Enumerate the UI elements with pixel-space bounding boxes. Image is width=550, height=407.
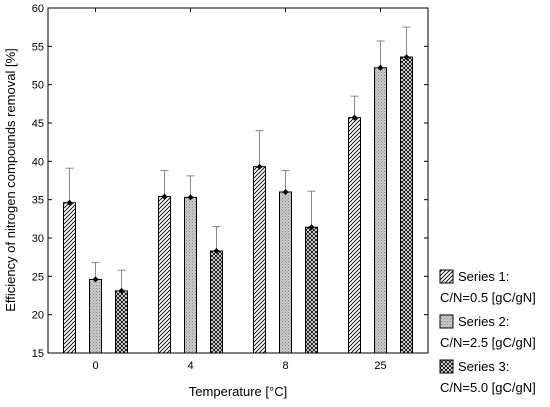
y-axis: 15 20 25 30 35 40 45 50 55 60 xyxy=(32,3,428,360)
bar-series-3 xyxy=(305,226,318,354)
bar-series-3 xyxy=(115,290,128,354)
mean-marker xyxy=(282,189,289,195)
y-tick-label: 20 xyxy=(32,310,44,322)
bar-series-2 xyxy=(279,191,292,354)
y-axis-title: Efficiency of nitrogen compounds removal… xyxy=(3,48,18,312)
plot-frame xyxy=(47,7,429,354)
bar-series-2 xyxy=(184,196,197,354)
y-tick-label: 25 xyxy=(32,271,44,283)
bars xyxy=(63,26,413,354)
x-axis-title: Temperature [°C] xyxy=(189,384,287,399)
bar-series-1 xyxy=(253,166,266,354)
mean-marker xyxy=(66,199,73,206)
mean-marker xyxy=(161,193,168,200)
bar-series-1 xyxy=(348,117,361,354)
bar-series-2 xyxy=(89,278,102,354)
mean-marker xyxy=(213,248,220,255)
bar-series-1 xyxy=(158,196,171,354)
mean-marker xyxy=(377,64,384,71)
legend-label: Series 3: xyxy=(458,359,509,374)
x-tick-label: 8 xyxy=(282,360,288,372)
y-tick-label: 40 xyxy=(32,156,44,168)
legend-swatch xyxy=(439,314,454,329)
legend-swatch xyxy=(439,359,454,374)
legend-swatch xyxy=(439,269,454,284)
x-axis: 0 4 8 25 xyxy=(92,8,387,372)
x-tick-label: 0 xyxy=(92,360,98,372)
mean-marker xyxy=(187,194,194,201)
mean-marker xyxy=(256,163,263,170)
x-tick-label: 4 xyxy=(187,360,193,372)
x-tick-label: 25 xyxy=(374,360,386,372)
y-tick-label: 30 xyxy=(32,233,44,245)
mean-marker xyxy=(92,276,99,283)
y-tick-label: 60 xyxy=(32,3,44,15)
bar-series-3 xyxy=(210,250,223,354)
legend-label: Series 1: xyxy=(458,269,509,284)
legend-label-detail: C/N=2.5 [gC/gN] xyxy=(440,335,536,350)
y-tick-label: 35 xyxy=(32,195,44,207)
legend-label: Series 2: xyxy=(458,314,509,329)
mean-marker xyxy=(351,114,358,121)
mean-marker xyxy=(118,287,125,294)
legend: Series 1: C/N=0.5 [gC/gN] Series 2: C/N=2.5… xyxy=(439,269,536,395)
y-tick-label: 55 xyxy=(32,41,44,53)
bar-series-1 xyxy=(63,202,76,354)
bar-series-3 xyxy=(400,56,413,354)
mean-marker xyxy=(403,54,410,61)
y-tick-label: 50 xyxy=(32,80,44,92)
legend-label-detail: C/N=5.0 [gC/gN] xyxy=(440,380,536,395)
y-tick-label: 15 xyxy=(32,348,44,360)
mean-marker xyxy=(308,224,315,231)
legend-label-detail: C/N=0.5 [gC/gN] xyxy=(440,290,536,305)
bar-series-2 xyxy=(374,67,387,354)
y-tick-label: 45 xyxy=(32,118,44,130)
